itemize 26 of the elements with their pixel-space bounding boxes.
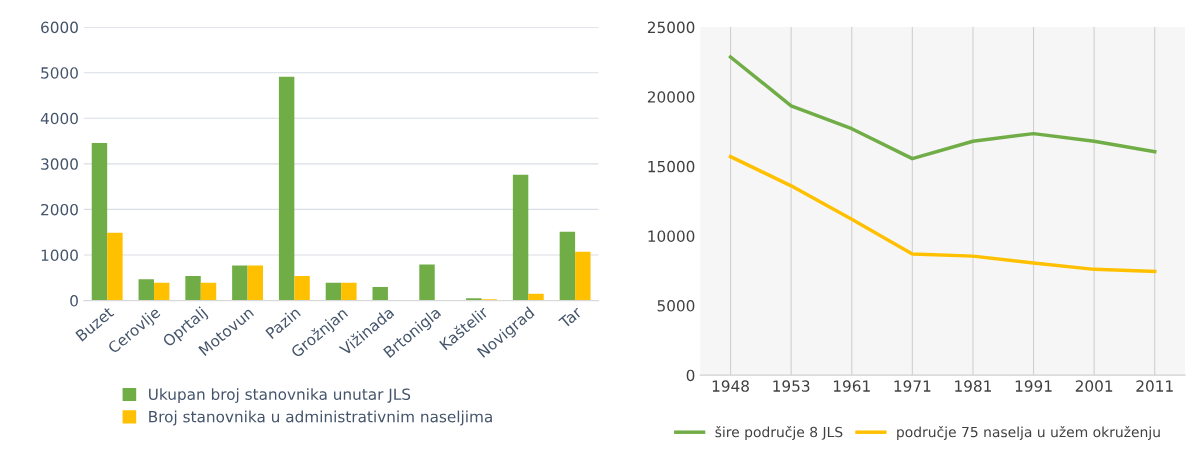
y-tick-label: 20000 (647, 91, 695, 103)
legend-label: Ukupan broj stanovnika unutar JLS (149, 388, 411, 403)
x-tick-label: 1981 (955, 380, 991, 392)
legend-label: šire područje 8 JLS (715, 425, 843, 440)
x-tick-label: 1953 (773, 380, 810, 392)
y-tick-label: 0 (70, 295, 78, 307)
x-tick-label: 1971 (894, 380, 931, 392)
legend-label: Broj stanovnika u administrativnim naseljima (149, 410, 492, 426)
y-tick-label: 5000 (41, 67, 78, 79)
x-tick-label: 1948 (712, 380, 749, 392)
y-tick-label: 6000 (41, 21, 78, 34)
y-tick-label: 15000 (648, 160, 695, 173)
x-tick-label: Tar (558, 305, 583, 329)
y-tick-label: 5000 (657, 300, 695, 312)
x-tick-label: 2011 (1136, 380, 1173, 392)
y-tick-label: 0 (686, 369, 695, 382)
x-tick-label: 1961 (833, 380, 870, 392)
y-tick-label: 1000 (41, 249, 78, 262)
x-tick-label: 1991 (1015, 380, 1052, 392)
y-tick-label: 4000 (40, 112, 78, 125)
y-tick-label: 3000 (41, 158, 78, 170)
y-tick-label: 25000 (647, 21, 695, 34)
legend-label: područje 75 naselja u užem okruženju (897, 425, 1160, 440)
y-tick-label: 2000 (41, 203, 78, 216)
y-tick-label: 10000 (648, 230, 695, 242)
x-tick-label: 2001 (1075, 380, 1113, 392)
